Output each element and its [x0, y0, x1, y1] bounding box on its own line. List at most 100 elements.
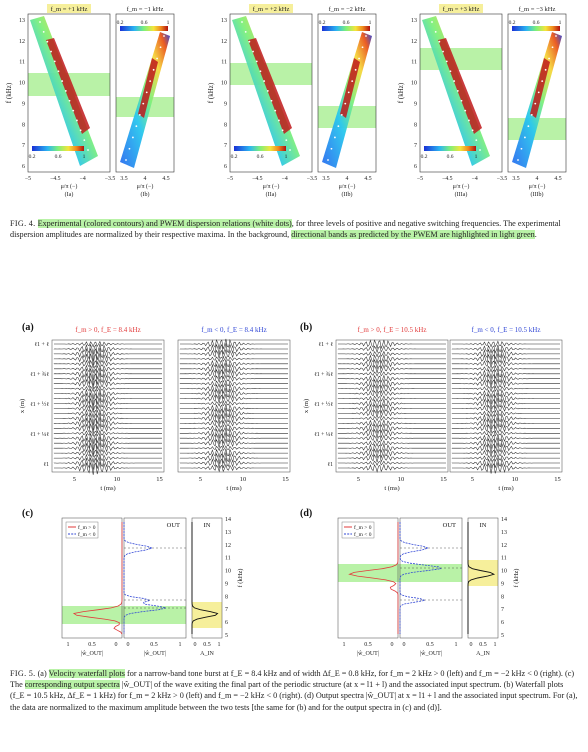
- waterfall-trace: [53, 368, 162, 381]
- x-tick: 1: [494, 642, 497, 648]
- waterfall-title: f_m < 0, f_E = 8.4 kHz: [201, 326, 266, 334]
- waterfall-trace: [179, 407, 288, 420]
- y-tick: 5: [225, 633, 228, 639]
- directional-band: [420, 48, 502, 70]
- colorbar-tick: 0.6: [55, 154, 62, 160]
- colorbar-tick: 0.2: [319, 20, 326, 26]
- x-axis-label: |ŵ_OUT|: [81, 651, 103, 657]
- waterfall-trace: [337, 378, 446, 389]
- y-tick: 6: [22, 164, 25, 170]
- fig4-caption-highlight-2: directional bands as predicted by the PW…: [291, 230, 535, 240]
- x-tick: 5: [471, 476, 474, 483]
- y-tick: 10: [221, 81, 227, 87]
- y-tick: 6: [501, 620, 504, 626]
- fig5-caption-part3: |ŵ_OUT| of the wave exiting the final pa…: [10, 680, 578, 712]
- waterfall-trace: [179, 404, 288, 414]
- pwem-dot: [340, 114, 343, 116]
- pwem-dot: [471, 129, 474, 132]
- pwem-dot: [125, 159, 127, 161]
- waterfall-trace: [337, 403, 446, 414]
- x-tick: 10: [114, 476, 121, 483]
- waterfall-trace: [179, 452, 288, 464]
- x-tick: −4: [80, 176, 86, 182]
- left-panel-title: f_m = +3 kHz: [443, 6, 480, 13]
- x-tick: −4.5: [442, 176, 453, 182]
- pwem-dot: [517, 159, 519, 161]
- waterfall-trace: [54, 437, 162, 451]
- y-tick: 8: [225, 594, 228, 600]
- waterfall-trace: [53, 397, 162, 410]
- y-tick: 14: [225, 517, 231, 523]
- pwem-dot: [431, 21, 433, 23]
- legend-box: [341, 521, 375, 539]
- right-panel-title: f_m = −2 kHz: [329, 6, 366, 13]
- waterfall-trace: [337, 419, 446, 429]
- pwem-dot: [334, 136, 336, 139]
- pwem-dot: [87, 149, 89, 151]
- y-tick: ℓ1 + ¾ℓ: [30, 371, 49, 378]
- waterfall-trace: [451, 385, 560, 393]
- input-spectrum: [191, 522, 219, 634]
- x-tick: −5: [417, 176, 423, 182]
- colorbar: [120, 26, 168, 31]
- input-band: [192, 602, 222, 628]
- waterfall-trace: [337, 423, 446, 434]
- pwem-dot: [337, 125, 340, 128]
- x-axis-label: μ/π (−): [137, 183, 154, 190]
- waterfall-trace: [179, 368, 288, 380]
- waterfall-trace: [53, 457, 162, 470]
- y-tick: 11: [411, 60, 417, 66]
- waterfall-trace: [337, 374, 446, 384]
- waterfall-trace: [180, 387, 288, 400]
- colorbar-tick: 0.2: [117, 20, 124, 26]
- pwem-dot: [555, 35, 557, 37]
- waterfall-trace: [337, 428, 446, 439]
- y-tick: 6: [224, 164, 227, 170]
- y-axis-label: f (kHz): [397, 82, 405, 103]
- waterfall-trace: [338, 415, 446, 422]
- colorbar-tick: 1: [369, 20, 372, 26]
- y-tick: 5: [501, 633, 504, 639]
- waterfall-trace: [337, 384, 446, 394]
- pwem-dot: [42, 30, 45, 33]
- waterfall-trace: [179, 343, 288, 355]
- waterfall-trace: [338, 364, 446, 374]
- waterfall-trace: [54, 340, 162, 348]
- pwem-dot: [83, 139, 86, 142]
- waterfall-trace: [53, 378, 162, 390]
- pwem-dot: [79, 129, 82, 132]
- y-axis-label: x (m): [303, 399, 310, 413]
- pwem-dot: [327, 159, 329, 161]
- spectrum-frame: [123, 517, 187, 639]
- left-panel-title: f_m = +2 kHz: [253, 6, 290, 13]
- pwem-dot: [255, 60, 258, 63]
- y-tick: 12: [19, 39, 25, 45]
- waterfall-trace: [338, 439, 446, 447]
- waterfall-trace: [451, 358, 560, 369]
- waterfall-trace: [180, 413, 288, 424]
- waterfall-trace: [451, 423, 560, 434]
- waterfall-trace: [179, 393, 288, 404]
- colorbar-tick: 0.2: [509, 20, 516, 26]
- pwem-dot: [361, 46, 364, 49]
- legend-pos-label: f_m > 0: [354, 524, 372, 531]
- x-tick: 4.5: [364, 176, 371, 182]
- pwem-dot: [330, 147, 333, 150]
- colorbar-tick: 0.2: [421, 154, 428, 160]
- y-tick: 8: [224, 122, 227, 128]
- y-tick: 10: [19, 81, 25, 87]
- pwem-dot: [289, 149, 291, 151]
- pwem-dot: [438, 40, 441, 43]
- waterfall-trace: [53, 347, 162, 361]
- x-tick: 4: [346, 176, 349, 182]
- x-tick: 1: [218, 642, 221, 648]
- dispersion-peak: [46, 38, 90, 134]
- legend-box: [65, 521, 99, 539]
- x-tick: 0: [470, 642, 473, 648]
- waterfall-trace: [53, 453, 162, 463]
- x-tick: 5: [199, 476, 202, 483]
- spectrum-frame: [337, 517, 399, 639]
- waterfall-trace: [337, 443, 446, 454]
- y-tick: 7: [22, 143, 25, 149]
- waterfall-trace: [53, 343, 162, 355]
